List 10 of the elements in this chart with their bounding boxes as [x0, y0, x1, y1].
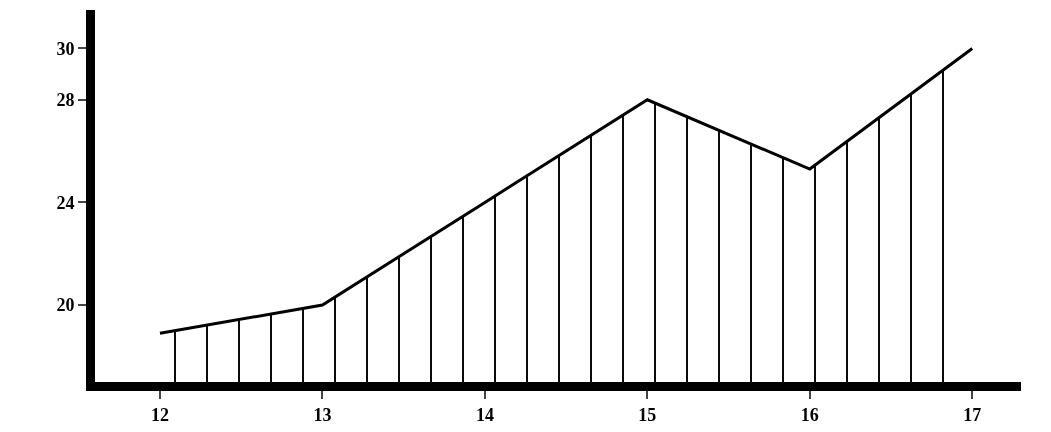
- x-tick-label: 13: [313, 404, 332, 425]
- y-tick-label: 20: [56, 295, 75, 316]
- x-tick-label: 16: [800, 404, 819, 425]
- x-tick-label: 17: [963, 404, 982, 425]
- x-tick-label: 14: [475, 404, 494, 425]
- x-tick-label: 12: [150, 404, 169, 425]
- y-tick-label: 28: [56, 90, 75, 111]
- y-tick-label: 24: [56, 192, 75, 213]
- x-tick-label: 15: [638, 404, 657, 425]
- y-tick-label: 30: [56, 38, 75, 59]
